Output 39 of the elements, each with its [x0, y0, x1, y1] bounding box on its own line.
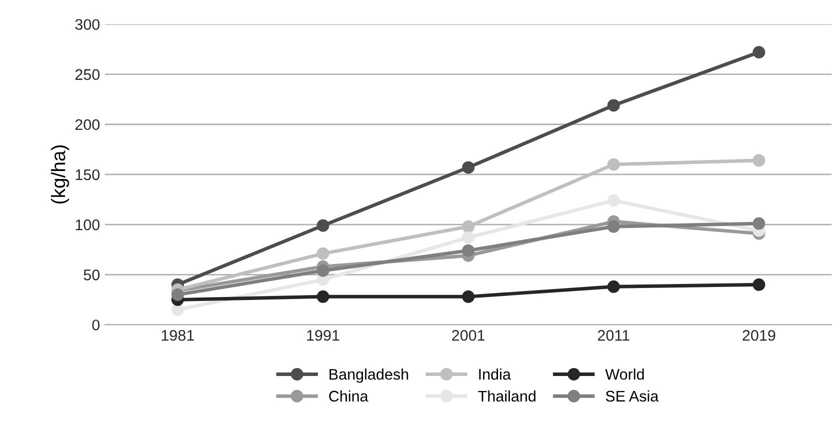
point — [607, 158, 620, 171]
point — [462, 220, 475, 233]
point — [462, 290, 475, 303]
y-tick-label: 200 — [75, 119, 100, 130]
point — [171, 288, 184, 301]
y-axis-title: (kg/ha) — [50, 145, 70, 204]
point — [462, 161, 475, 174]
y-tick-label: 0 — [92, 320, 100, 330]
point — [607, 220, 620, 233]
y-tick-label: 100 — [76, 219, 100, 230]
point — [316, 264, 330, 277]
legend-label: SE Asia — [606, 390, 659, 402]
y-tick-label: 300 — [75, 19, 100, 30]
point — [752, 46, 766, 58]
point — [752, 217, 766, 230]
y-tick-label: 50 — [84, 270, 100, 280]
y-tick-label: 250 — [75, 69, 100, 80]
x-tick-label: 1991 — [307, 330, 340, 341]
point — [607, 280, 620, 293]
y-tick-label: 150 — [76, 169, 100, 180]
x-tick-label: 2011 — [598, 330, 630, 341]
point — [607, 194, 620, 207]
x-tick-label: 2001 — [452, 330, 485, 341]
point — [462, 231, 475, 244]
point — [316, 219, 330, 232]
legend-label: Bangladesh — [330, 368, 408, 383]
legend-label: Thailand — [478, 390, 536, 402]
point — [752, 154, 766, 167]
point — [316, 247, 330, 260]
legend-label: World — [605, 368, 644, 380]
point — [171, 303, 184, 316]
point — [316, 290, 330, 303]
point — [607, 99, 620, 112]
legend-label: India — [479, 368, 511, 380]
point — [462, 244, 475, 257]
point — [752, 278, 766, 291]
x-tick-label: 2019 — [742, 330, 776, 341]
x-tick-label: 1981 — [162, 330, 194, 341]
legend-label: China — [329, 390, 368, 402]
